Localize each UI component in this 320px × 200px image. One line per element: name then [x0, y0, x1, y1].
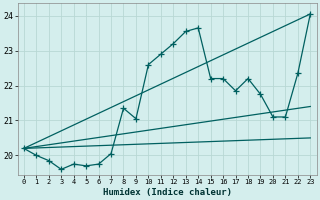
X-axis label: Humidex (Indice chaleur): Humidex (Indice chaleur) — [103, 188, 232, 197]
